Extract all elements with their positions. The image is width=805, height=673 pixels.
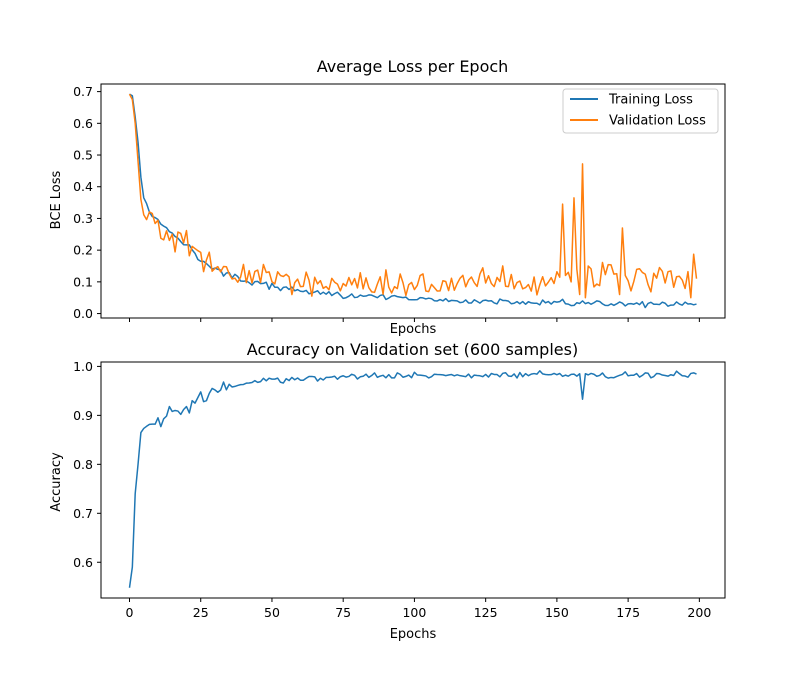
accuracy-panel: Accuracy on Validation set (600 samples)… bbox=[49, 340, 726, 642]
accuracy-y-tick-label: 1.0 bbox=[73, 359, 93, 374]
loss-legend: Training Loss Validation Loss bbox=[562, 88, 719, 134]
accuracy-x-tick-label: 25 bbox=[193, 605, 209, 620]
loss-y-tick-label: 0.1 bbox=[73, 274, 93, 289]
accuracy-x-tick-label: 150 bbox=[545, 605, 569, 620]
accuracy-x-tick-label: 75 bbox=[335, 605, 351, 620]
accuracy-y-axis-label: Accuracy bbox=[49, 452, 64, 512]
accuracy-y-tick-label: 0.6 bbox=[73, 555, 93, 570]
loss-y-tick-label: 0.5 bbox=[73, 148, 93, 163]
loss-panel: Average Loss per Epoch 0.00.10.20.30.40.… bbox=[49, 57, 726, 337]
accuracy-x-tick-label: 50 bbox=[264, 605, 280, 620]
loss-series-line-validation-loss bbox=[128, 93, 698, 299]
accuracy-x-ticks: 0 25 50 75 100 125 150 175 200 bbox=[126, 598, 711, 620]
accuracy-x-axis-label: Epochs bbox=[390, 627, 437, 642]
loss-y-tick-label: 0.2 bbox=[73, 243, 93, 258]
accuracy-series-group bbox=[128, 370, 697, 588]
loss-y-axis-label: BCE Loss bbox=[49, 170, 64, 229]
loss-y-tick-label: 0.7 bbox=[73, 84, 93, 99]
legend-box bbox=[562, 88, 719, 134]
loss-y-ticks: 0.0 0.1 0.2 0.3 0.4 0.5 0.6 0.7 bbox=[73, 84, 101, 321]
accuracy-y-ticks: 0.6 0.7 0.8 0.9 1.0 bbox=[73, 359, 101, 570]
accuracy-x-tick-label: 100 bbox=[402, 605, 426, 620]
accuracy-axes-frame bbox=[100, 361, 726, 599]
accuracy-x-tick-label: 200 bbox=[687, 605, 711, 620]
accuracy-series-line-accuracy bbox=[128, 370, 697, 588]
accuracy-y-tick-label: 0.8 bbox=[73, 457, 93, 472]
loss-series-group bbox=[128, 93, 698, 309]
loss-series-line-training-loss bbox=[129, 93, 697, 309]
loss-y-tick-label: 0.4 bbox=[73, 179, 93, 194]
loss-axes-frame bbox=[100, 83, 726, 319]
loss-y-tick-label: 0.0 bbox=[73, 306, 93, 321]
accuracy-y-tick-label: 0.7 bbox=[73, 506, 93, 521]
legend-label-validation-loss: Validation Loss bbox=[609, 114, 706, 129]
accuracy-x-tick-label: 125 bbox=[474, 605, 498, 620]
loss-y-tick-label: 0.6 bbox=[73, 116, 93, 131]
loss-y-tick-label: 0.3 bbox=[73, 211, 93, 226]
legend-label-training-loss: Training Loss bbox=[608, 93, 693, 108]
accuracy-chart-title: Accuracy on Validation set (600 samples) bbox=[247, 340, 578, 359]
accuracy-y-tick-label: 0.9 bbox=[73, 408, 93, 423]
loss-x-axis-label: Epochs bbox=[390, 322, 437, 337]
accuracy-x-tick-label: 0 bbox=[126, 605, 134, 620]
loss-x-ticks bbox=[128, 318, 700, 322]
loss-chart-title: Average Loss per Epoch bbox=[317, 57, 509, 76]
accuracy-x-tick-label: 175 bbox=[616, 605, 640, 620]
